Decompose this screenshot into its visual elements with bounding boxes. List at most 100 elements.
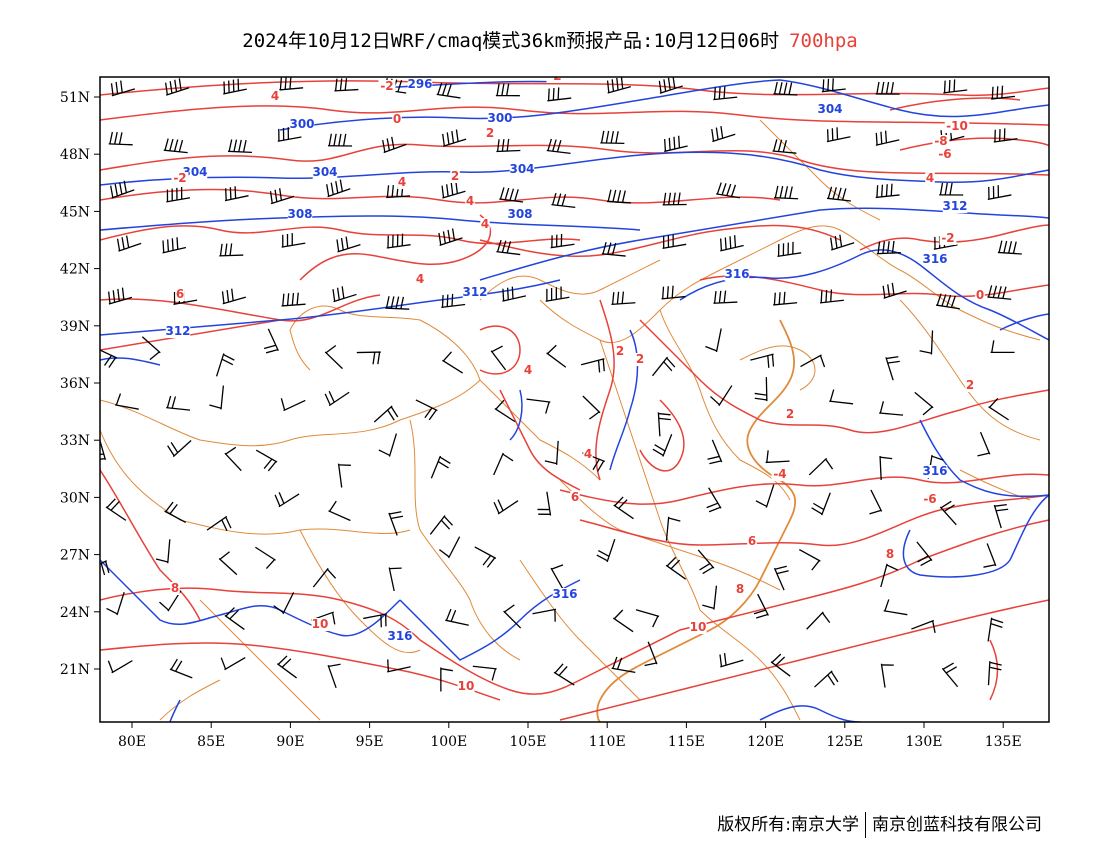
temperature-label: 2 [451,169,459,183]
wind-barb [601,241,626,257]
geopotential-label: 316 [552,587,577,601]
lat-label: 48N [60,147,90,163]
wind-barb [706,487,722,513]
temperature-label: 10 [312,617,329,631]
wind-barb [273,592,295,615]
lon-label: 85E [197,734,225,750]
contour-label-bg [615,345,625,358]
contour-label-bg [922,465,948,478]
contour-label-bg [407,78,433,91]
wind-barb [281,292,306,307]
geopotential-label: 312 [165,324,190,338]
temperature-label: -4 [773,467,786,481]
temperature-label: 4 [481,217,489,231]
wind-barb [826,127,851,143]
company-name: 南京创蓝科技有限公司 [872,815,1042,835]
wind-barb [382,136,407,154]
wind-barb [879,455,893,481]
contour-label-bg [507,208,533,221]
wind-barb [328,133,353,147]
temperature-label: -2 [941,231,954,245]
contour-label-bg [583,448,593,461]
wind-barb [280,398,306,412]
wind-barb [800,354,826,368]
wind-barb [983,543,997,568]
lon-label: 115E [668,734,705,750]
wind-barb [875,130,900,146]
lon-label: 80E [118,734,146,750]
wind-barb [209,385,225,410]
contour-label-bg [523,364,533,377]
wind-barb [612,609,634,633]
wind-barb [606,77,631,94]
wind-barb [363,613,387,628]
wind-barb [939,500,957,526]
contour-label-bg [450,170,460,183]
wind-barb [386,233,411,249]
wind-barb [430,455,451,479]
wind-barb [819,289,844,304]
wind-barb [327,663,341,689]
wind-barb [440,667,453,692]
wind-barb [324,390,350,407]
wind-barb [115,393,139,410]
title-main: 2024年10月12日WRF/cmaq模式36km预报产品:10月12日06时 [242,30,780,52]
temperature-label: 2 [616,344,624,358]
contour-label-bg [289,118,315,131]
temperature-label: 6 [176,287,184,301]
contour-label-bg [170,582,180,595]
lon-label: 135E [985,734,1022,750]
wind-barb [765,450,790,464]
wind-barb [167,440,192,458]
wind-barb [806,611,831,630]
wind-barb [164,78,190,96]
copyright-label: 版权所有:南京大学 [717,815,859,835]
wind-barb [553,663,575,686]
wind-barb [429,515,453,535]
wind-barb [773,565,789,591]
wind-barb [496,239,521,256]
wind-barb [987,617,1004,642]
geopotential-label: 308 [287,207,312,221]
wind-barb [826,186,851,202]
wind-barb [657,412,671,437]
wind-barb [532,608,557,622]
wind-barb [220,657,246,671]
wind-barb [710,385,733,407]
wind-barb [107,287,133,305]
geopotential-label: 304 [817,102,842,116]
wind-barb [551,192,576,209]
contour-label-bg [462,286,488,299]
wind-barb [279,77,304,91]
wind-barb [312,567,337,588]
wind-barb [993,504,1009,529]
geopotential-label: 316 [387,629,412,643]
lon-label: 105E [510,734,547,750]
temperature-label: 0 [393,112,401,126]
temperature-label: 2 [636,352,644,366]
lat-label: 21N [60,662,90,678]
wind-barb [155,539,171,564]
wind-barb [223,78,247,95]
map-title: 2024年10月12日WRF/cmaq模式36km预报产品:10月12日06时 7… [0,26,1100,53]
temperature-label: 4 [926,171,934,185]
geopotential-contours [100,79,1049,722]
wind-barb [499,187,524,203]
geopotential-label: 316 [922,464,947,478]
wind-barb [546,344,567,368]
wind-barb [441,293,466,309]
contour-label-bg [747,535,757,548]
wind-barb [387,659,411,673]
wind-barb [162,237,187,254]
wind-barb [502,286,527,302]
contour-label-bg [965,379,975,392]
temperature-label: 8 [736,582,744,596]
wind-barb [537,491,552,516]
contour-label-bg [270,90,280,103]
wind-barb [611,656,636,674]
wind-barb [987,185,1012,200]
geopotential-label: 300 [487,111,512,125]
contour-label-bg [771,468,789,481]
coastline [596,319,797,722]
